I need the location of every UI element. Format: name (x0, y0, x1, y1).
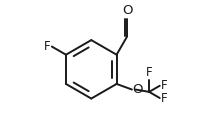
Text: F: F (161, 79, 167, 92)
Text: F: F (161, 92, 167, 105)
Text: O: O (133, 83, 143, 96)
Text: F: F (146, 66, 153, 79)
Text: F: F (44, 40, 51, 53)
Text: O: O (122, 4, 132, 17)
